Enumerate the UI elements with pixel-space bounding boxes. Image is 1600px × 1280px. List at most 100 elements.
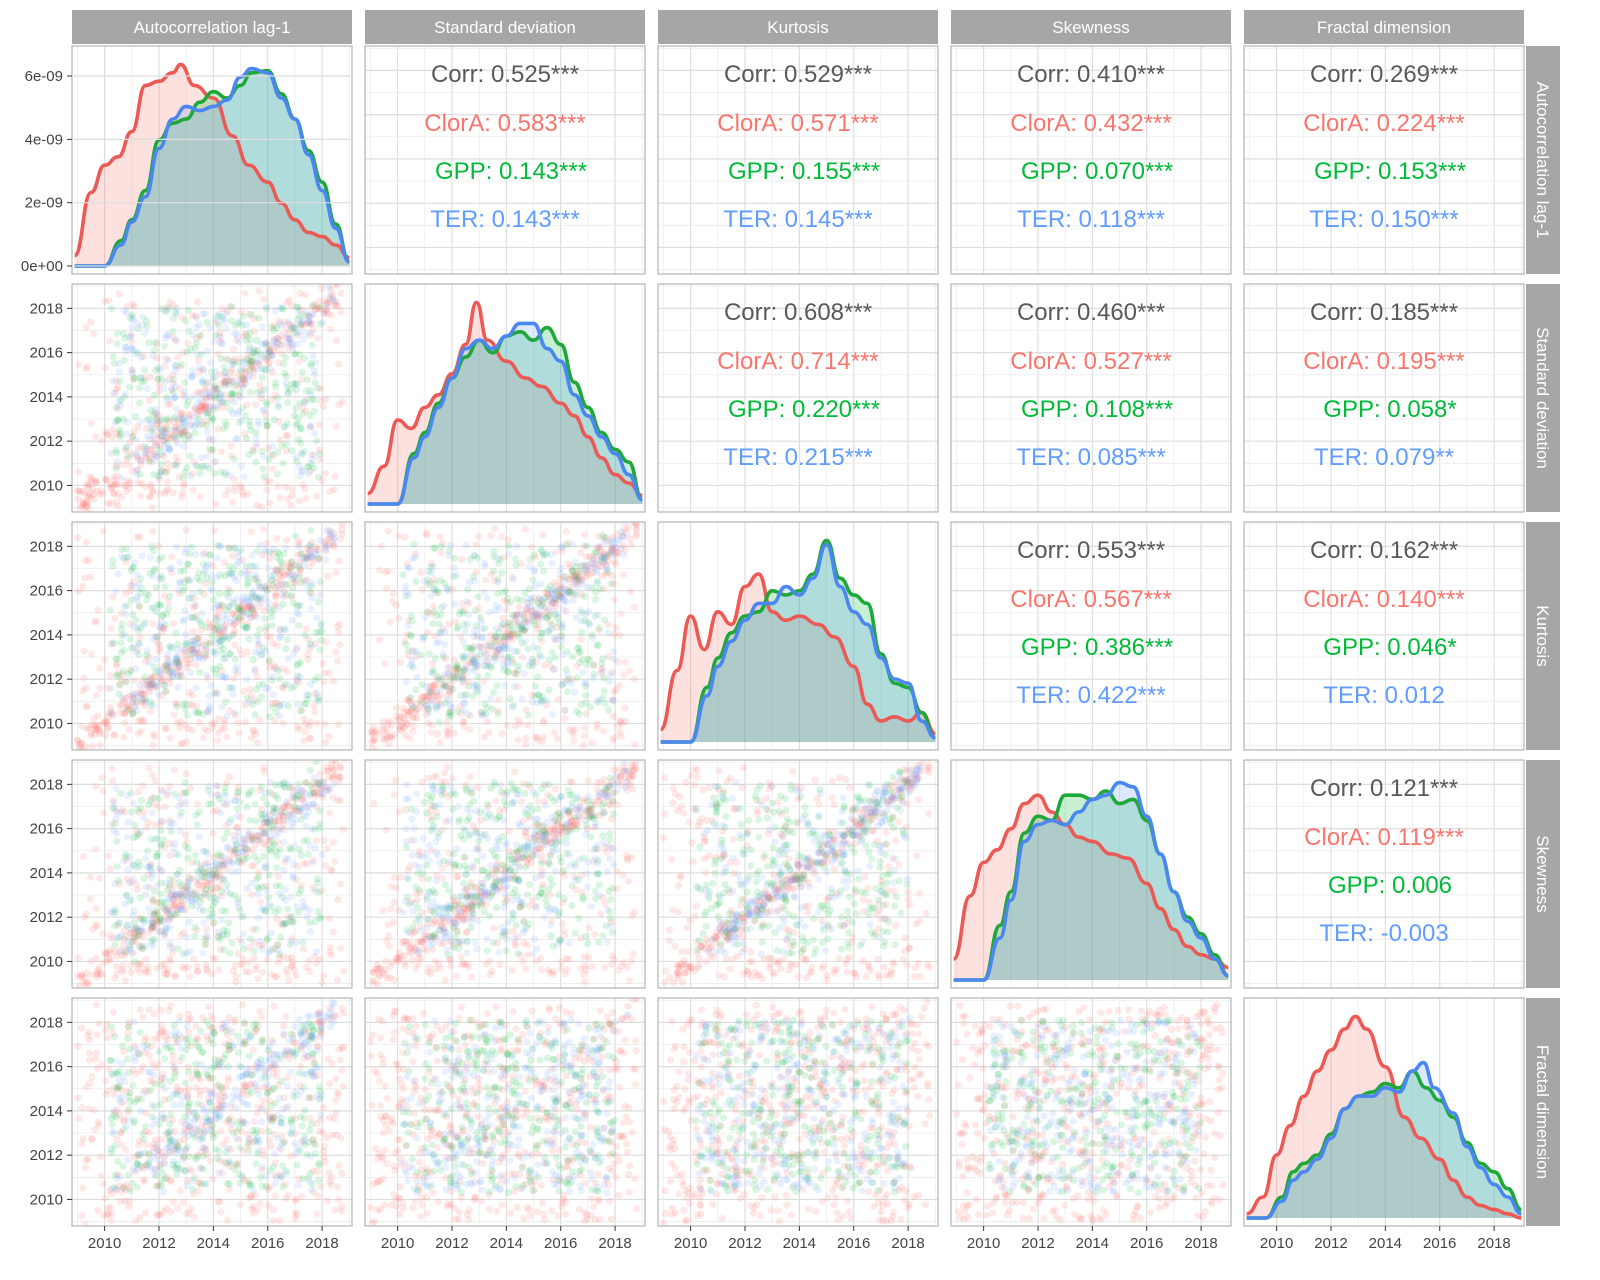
point-gpp	[254, 631, 262, 639]
point-clora	[212, 873, 220, 882]
point-clora	[454, 664, 462, 673]
point-clora	[259, 941, 267, 949]
point-clora	[215, 715, 223, 723]
point-clora	[618, 720, 626, 728]
point-clora	[108, 934, 116, 942]
point-clora	[502, 639, 510, 647]
point-clora	[395, 614, 403, 622]
point-ter	[446, 701, 454, 709]
point-gpp	[147, 936, 156, 944]
point-clora	[280, 820, 288, 829]
point-ter	[289, 872, 298, 881]
point-gpp	[207, 884, 216, 892]
point-ter	[133, 471, 141, 479]
point-clora	[179, 648, 188, 657]
point-clora	[134, 455, 142, 463]
point-clora	[98, 437, 106, 445]
point-clora	[310, 702, 318, 710]
point-clora	[602, 571, 610, 579]
point-clora	[208, 970, 216, 978]
point-ter	[157, 618, 166, 626]
point-ter	[244, 832, 252, 840]
point-gpp	[316, 320, 324, 328]
point-clora	[231, 357, 239, 365]
point-clora	[194, 881, 202, 889]
point-ter	[475, 683, 483, 691]
point-ter	[148, 418, 157, 426]
point-clora	[180, 884, 188, 892]
point-clora	[221, 380, 229, 388]
point-gpp	[295, 602, 303, 610]
point-clora	[201, 394, 209, 402]
point-ter	[164, 659, 172, 667]
point-clora	[177, 410, 185, 418]
point-gpp	[518, 596, 526, 604]
point-gpp	[423, 608, 431, 616]
corr-text-ter: TER: 0.215***	[723, 444, 872, 471]
point-gpp	[538, 692, 546, 701]
point-ter	[504, 659, 512, 667]
point-ter	[110, 804, 118, 812]
point-clora	[502, 629, 510, 637]
point-clora	[452, 664, 460, 672]
point-clora	[131, 933, 139, 941]
point-ter	[129, 911, 137, 920]
point-clora	[140, 353, 148, 361]
point-ter	[164, 894, 172, 903]
point-ter	[261, 586, 269, 594]
point-clora	[452, 672, 461, 680]
point-gpp	[531, 621, 539, 629]
point-gpp	[156, 917, 164, 926]
point-ter	[235, 558, 243, 566]
point-gpp	[229, 600, 237, 608]
point-gpp	[506, 622, 514, 630]
point-gpp	[310, 407, 318, 415]
point-clora	[589, 560, 597, 568]
point-clora	[106, 931, 114, 939]
point-gpp	[207, 906, 215, 914]
point-ter	[486, 608, 494, 616]
point-clora	[562, 676, 570, 685]
point-ter	[243, 884, 251, 893]
point-clora	[156, 927, 164, 936]
point-ter	[423, 702, 431, 710]
point-ter	[294, 340, 302, 348]
point-ter	[187, 897, 195, 905]
point-clora	[103, 949, 111, 957]
point-ter	[313, 696, 321, 704]
point-ter	[548, 710, 557, 719]
point-clora	[111, 480, 120, 488]
point-clora	[214, 350, 222, 358]
point-clora	[164, 667, 172, 675]
point-ter	[491, 656, 499, 664]
point-clora	[265, 347, 274, 355]
point-gpp	[234, 857, 242, 865]
point-ter	[560, 584, 568, 592]
point-clora	[106, 946, 114, 954]
point-ter	[165, 924, 174, 932]
point-ter	[495, 645, 504, 654]
point-gpp	[209, 415, 217, 423]
point-clora	[227, 847, 235, 855]
point-gpp	[153, 601, 162, 609]
point-clora	[401, 638, 409, 646]
point-ter	[205, 692, 213, 700]
point-gpp	[270, 803, 278, 812]
point-gpp	[274, 394, 282, 402]
point-clora	[140, 701, 148, 710]
point-clora	[557, 590, 566, 598]
point-clora	[284, 432, 292, 440]
panel-kurtosis-vs-kurtosis	[657, 521, 939, 751]
point-ter	[205, 871, 213, 879]
point-ter	[154, 928, 162, 936]
point-ter	[439, 650, 447, 658]
point-gpp	[250, 575, 258, 583]
point-clora	[215, 729, 223, 737]
point-clora	[81, 574, 89, 582]
point-clora	[311, 708, 319, 716]
point-clora	[331, 857, 339, 866]
point-ter	[265, 815, 273, 823]
point-clora	[575, 802, 583, 811]
point-clora	[583, 566, 591, 574]
point-clora	[263, 956, 271, 964]
